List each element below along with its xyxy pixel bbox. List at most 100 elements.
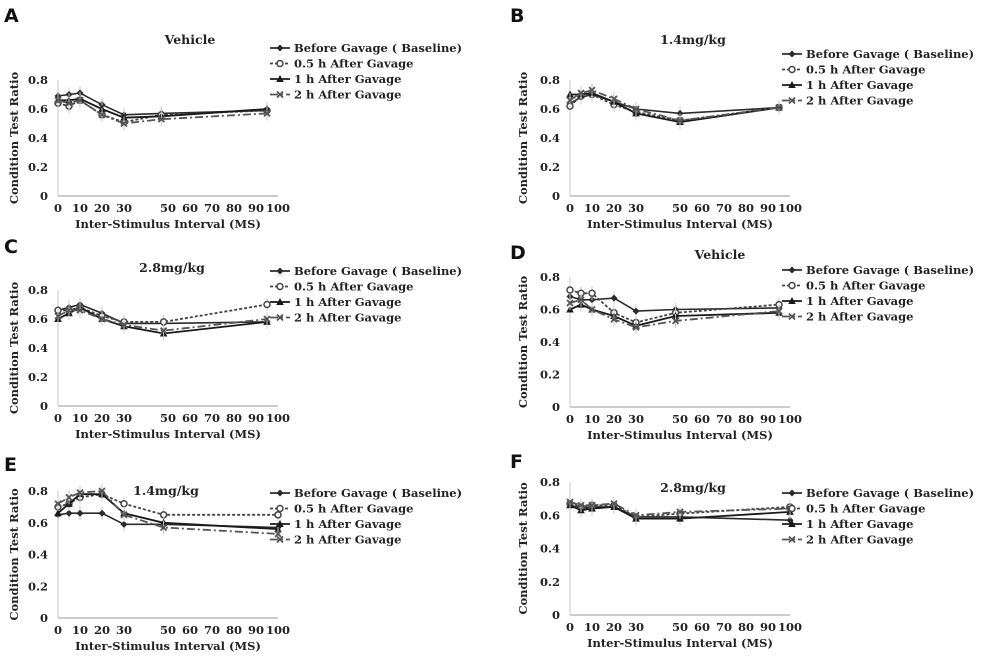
x-tick-label: 0 xyxy=(54,411,62,425)
legend-marker xyxy=(276,59,284,68)
legend-marker xyxy=(276,90,284,99)
chart-title: 2.8mg/kg xyxy=(660,480,726,495)
data-point xyxy=(76,488,84,497)
data-point xyxy=(610,294,618,302)
data-point xyxy=(54,96,62,104)
x-tick-label: 90 xyxy=(248,411,264,425)
y-axis-label: Condition Test Ratio xyxy=(7,282,21,415)
panel-letter: A xyxy=(4,5,19,27)
series-line xyxy=(57,493,279,530)
panel-letter: D xyxy=(510,242,526,264)
legend-marker xyxy=(788,520,796,527)
legend-label: 2 h After Gavage xyxy=(806,533,914,547)
x-tick-label: 100 xyxy=(778,620,802,634)
legend-marker xyxy=(788,489,796,497)
y-tick-label: 0.4 xyxy=(540,335,560,349)
x-tick-label: 10 xyxy=(72,411,88,425)
x-tick-label: 30 xyxy=(628,620,644,634)
legend-label: 0.5 h After Gavage xyxy=(806,63,926,77)
data-point xyxy=(588,86,596,94)
legend-marker xyxy=(276,75,284,82)
data-point xyxy=(54,509,62,517)
legend-label: 2 h After Gavage xyxy=(806,310,914,324)
y-tick-label: 0.2 xyxy=(28,160,48,174)
y-tick-label: 0.4 xyxy=(28,341,48,355)
data-point xyxy=(263,300,271,309)
x-tick-label: 30 xyxy=(116,201,132,215)
data-point xyxy=(577,501,585,509)
x-tick-label: 10 xyxy=(584,620,600,634)
x-tick-label: 50 xyxy=(672,620,688,634)
data-point xyxy=(632,307,640,315)
y-tick-label: 0.8 xyxy=(540,73,560,87)
data-point xyxy=(274,530,282,538)
y-tick-label: 0 xyxy=(40,611,48,625)
x-tick-label: 50 xyxy=(160,411,176,425)
data-point xyxy=(54,500,62,508)
data-point xyxy=(120,119,128,128)
x-tick-label: 20 xyxy=(606,620,622,634)
data-point xyxy=(263,109,271,117)
y-tick-label: 0.4 xyxy=(28,131,48,145)
legend-label: 0.5 h After Gavage xyxy=(806,502,926,516)
data-point xyxy=(566,299,574,307)
data-point xyxy=(54,312,62,320)
legend-label: Before Gavage ( Baseline) xyxy=(806,263,974,277)
y-axis-label: Condition Test Ratio xyxy=(7,488,21,621)
x-tick-label: 80 xyxy=(226,411,242,425)
y-tick-label: 0.4 xyxy=(540,542,560,556)
x-axis-label: Inter-Stimulus Interval (MS) xyxy=(587,217,773,231)
legend-label: Before Gavage ( Baseline) xyxy=(294,486,462,500)
x-tick-label: 60 xyxy=(182,411,198,425)
panel-d: D Vehicle 0 0.2 0.4 0.6 0.8 0 10 20 30 50 60 70 80 90 10… xyxy=(510,242,974,442)
legend-label: 0.5 h After Gavage xyxy=(294,502,414,516)
x-tick-label: 70 xyxy=(204,623,220,637)
x-tick-label: 80 xyxy=(738,201,754,215)
x-tick-label: 70 xyxy=(716,201,732,215)
y-tick-label: 0.8 xyxy=(28,283,48,297)
legend-label: 2 h After Gavage xyxy=(294,311,402,325)
x-tick-label: 80 xyxy=(738,412,754,426)
series-line xyxy=(569,93,780,122)
x-tick-label: 20 xyxy=(606,201,622,215)
x-tick-label: 60 xyxy=(182,201,198,215)
x-tick-label: 0 xyxy=(54,201,62,215)
y-tick-label: 0.8 xyxy=(28,73,48,87)
data-point xyxy=(98,315,106,323)
x-tick-label: 0 xyxy=(54,623,62,637)
y-tick-label: 0.6 xyxy=(28,102,48,116)
data-point xyxy=(98,487,106,495)
x-axis-label: Inter-Stimulus Interval (MS) xyxy=(75,427,261,441)
y-tick-label: 0 xyxy=(552,189,560,203)
y-tick-label: 0.6 xyxy=(28,516,48,530)
x-tick-label: 10 xyxy=(72,623,88,637)
x-tick-label: 100 xyxy=(266,623,290,637)
x-tick-label: 0 xyxy=(566,412,574,426)
legend-marker xyxy=(276,520,284,527)
data-point xyxy=(676,508,684,516)
y-axis-label: Condition Test Ratio xyxy=(7,72,21,205)
legend-label: 1 h After Gavage xyxy=(806,517,914,531)
y-tick-label: 0.6 xyxy=(28,312,48,326)
x-tick-label: 10 xyxy=(72,201,88,215)
chart-title: Vehicle xyxy=(694,247,746,262)
legend-label: 1 h After Gavage xyxy=(294,517,402,531)
legend-marker xyxy=(276,44,284,52)
x-tick-label: 60 xyxy=(182,623,198,637)
legend-marker xyxy=(788,96,796,105)
x-tick-label: 30 xyxy=(628,201,644,215)
y-tick-label: 0.2 xyxy=(28,370,48,384)
data-point xyxy=(65,306,73,314)
x-tick-label: 90 xyxy=(760,620,776,634)
data-point xyxy=(120,499,128,508)
x-tick-label: 30 xyxy=(116,411,132,425)
y-tick-label: 0 xyxy=(40,189,48,203)
data-point xyxy=(632,105,640,113)
y-tick-label: 0.4 xyxy=(540,131,560,145)
data-point xyxy=(588,501,596,509)
x-tick-label: 70 xyxy=(716,412,732,426)
x-tick-label: 100 xyxy=(778,201,802,215)
y-tick-label: 0 xyxy=(40,399,48,413)
y-tick-label: 0.6 xyxy=(540,508,560,522)
